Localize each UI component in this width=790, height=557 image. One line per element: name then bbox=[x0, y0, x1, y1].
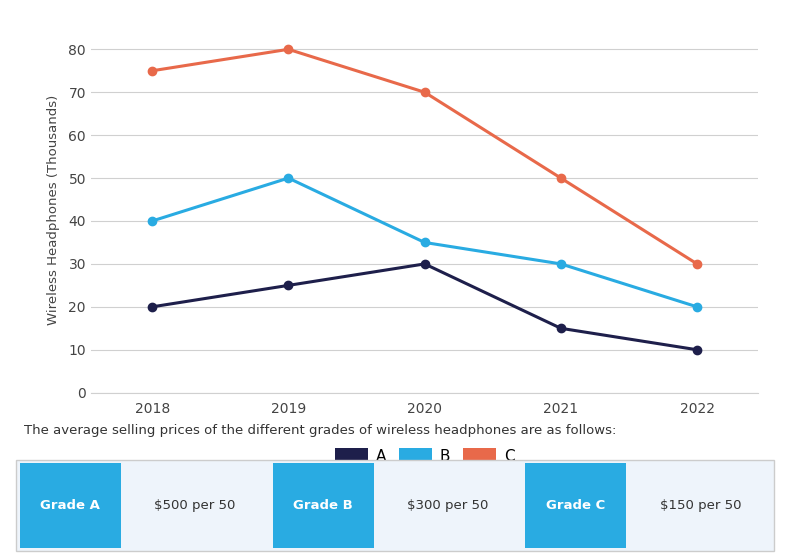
Y-axis label: Wireless Headphones (Thousands): Wireless Headphones (Thousands) bbox=[47, 95, 60, 325]
Legend: A, B, C: A, B, C bbox=[329, 442, 521, 470]
Text: Grade B: Grade B bbox=[293, 499, 353, 512]
Text: $500 per 50: $500 per 50 bbox=[154, 499, 235, 512]
Text: Grade A: Grade A bbox=[40, 499, 100, 512]
Text: Grade C: Grade C bbox=[547, 499, 606, 512]
Text: The average selling prices of the different grades of wireless headphones are as: The average selling prices of the differ… bbox=[24, 424, 616, 437]
Text: $150 per 50: $150 per 50 bbox=[660, 499, 741, 512]
Text: $300 per 50: $300 per 50 bbox=[407, 499, 488, 512]
